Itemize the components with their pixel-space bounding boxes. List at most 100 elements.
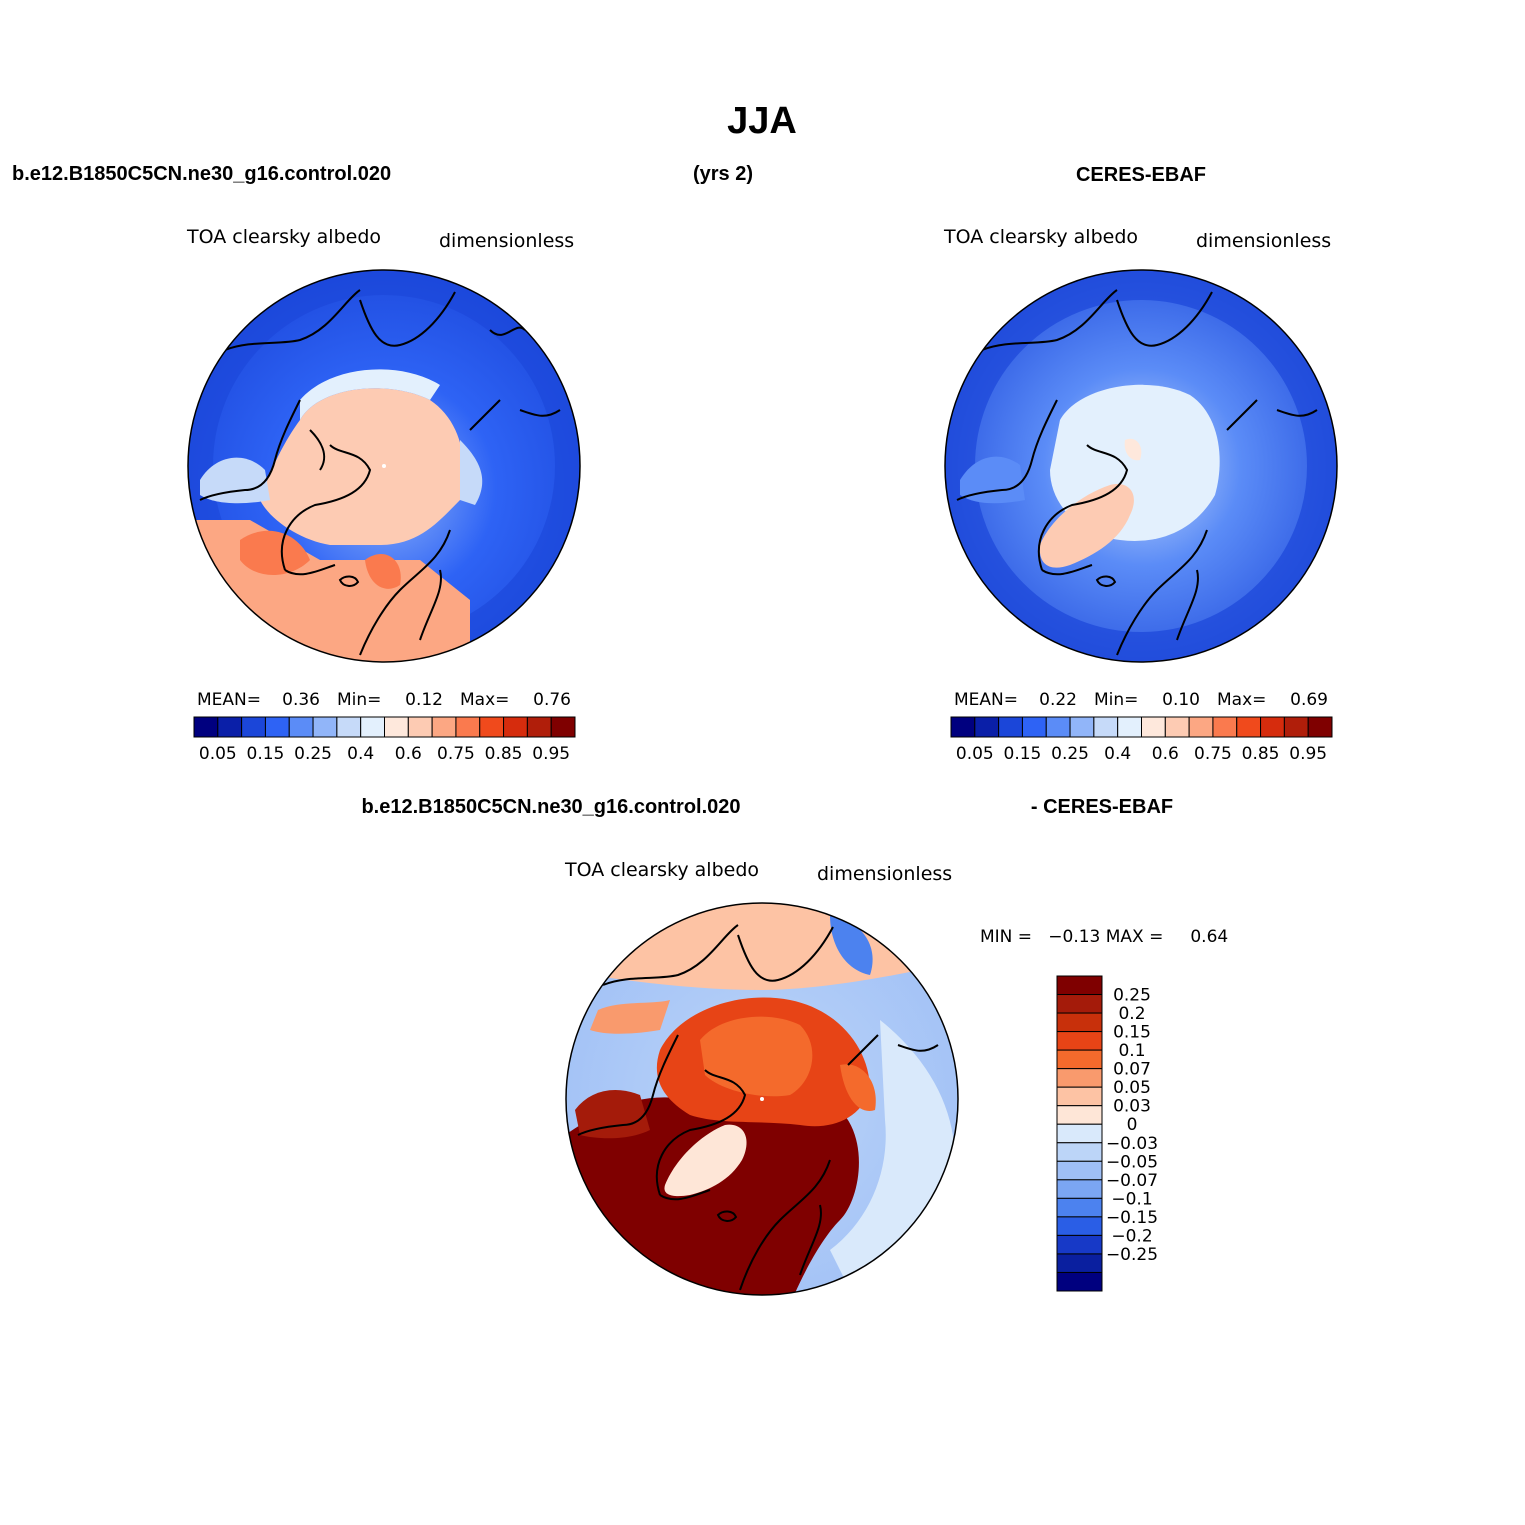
obs-colorbar-swatch xyxy=(1069,716,1095,738)
obs-colorbar-tick-label: 0.4 xyxy=(1104,744,1131,764)
obs-colorbar-tick-label: 0.85 xyxy=(1242,744,1280,764)
diff-colorbar-swatch xyxy=(1056,1031,1103,1051)
model-colorbar-tick-label: 0.15 xyxy=(247,744,285,764)
model-colorbar-swatch xyxy=(336,716,362,738)
obs-polar-map xyxy=(945,270,1337,662)
obs-colorbar-tick-label: 0.75 xyxy=(1194,744,1232,764)
model-max-label: Max= xyxy=(460,690,509,710)
model-min-label: Min= xyxy=(337,690,381,710)
model-mean-label: MEAN= xyxy=(197,690,261,710)
model-units-label: dimensionless xyxy=(439,230,574,252)
model-colorbar-swatch xyxy=(479,716,505,738)
obs-colorbar-swatch xyxy=(1045,716,1071,738)
diff-colorbar-swatch xyxy=(1056,1216,1103,1236)
obs-colorbar-swatch xyxy=(1188,716,1214,738)
diff-colorbar-swatch xyxy=(1056,1012,1103,1033)
diff-colorbar-swatch xyxy=(1056,1068,1103,1088)
obs-colorbar-tick-label: 0.95 xyxy=(1289,744,1327,764)
obs-colorbar-swatch xyxy=(974,716,1000,738)
diff-colorbar-swatch xyxy=(1056,1105,1103,1125)
diff-minmax: MIN = −0.13 MAX = 0.64 xyxy=(980,927,1228,947)
model-colorbar-swatch xyxy=(264,716,290,738)
obs-min-label: Min= xyxy=(1094,690,1138,710)
diff-colorbar-tick-label: 0.1 xyxy=(1118,1041,1145,1061)
diff-case-name: b.e12.B1850C5CN.ne30_g16.control.020 xyxy=(361,796,740,818)
diff-colorbar-tick-label: 0.05 xyxy=(1113,1078,1151,1098)
model-max-value: 0.76 xyxy=(533,690,571,710)
diff-colorbar-tick-label: −0.1 xyxy=(1111,1189,1152,1209)
model-min-value: 0.12 xyxy=(405,690,443,710)
obs-colorbar-swatch xyxy=(950,716,976,738)
model-polar-map xyxy=(188,270,580,662)
diff-variable-label: TOA clearsky albedo xyxy=(564,859,759,881)
obs-min-value: 0.10 xyxy=(1162,690,1200,710)
model-colorbar-swatch xyxy=(503,716,528,738)
diff-colorbar-swatch xyxy=(1056,1234,1103,1255)
diff-colorbar-swatch xyxy=(1056,994,1103,1014)
obs-colorbar-tick-label: 0.6 xyxy=(1152,744,1179,764)
diff-colorbar-swatch xyxy=(1056,1049,1103,1070)
model-colorbar-labels: 0.05 0.15 0.25 0.4 0.6 0.75 0.85 0.95 xyxy=(199,744,570,764)
diff-colorbar-tick-label: −0.15 xyxy=(1106,1208,1158,1228)
diff-colorbar-tick-label: 0 xyxy=(1127,1115,1138,1135)
model-colorbar-swatch xyxy=(312,716,338,738)
obs-colorbar-labels: 0.05 0.15 0.25 0.4 0.6 0.75 0.85 0.95 xyxy=(956,744,1327,764)
obs-colorbar-tick-label: 0.05 xyxy=(956,744,994,764)
diff-colorbar-tick-label: −0.05 xyxy=(1106,1152,1158,1172)
years-label: (yrs 2) xyxy=(693,163,753,185)
model-colorbar xyxy=(193,716,576,738)
obs-colorbar-swatch xyxy=(998,716,1023,738)
obs-panel: TOA clearsky albedo dimensionless xyxy=(943,226,1338,764)
model-stats: MEAN= 0.36 Min= 0.12 Max= 0.76 xyxy=(197,690,571,710)
model-colorbar-swatch xyxy=(431,716,457,738)
obs-map-border xyxy=(944,269,1338,663)
diff-colorbar-tick-label: −0.07 xyxy=(1106,1171,1158,1191)
diff-colorbar-tick-label: −0.03 xyxy=(1106,1134,1158,1154)
diff-colorbar-swatch xyxy=(1056,1142,1103,1162)
model-colorbar-swatch xyxy=(288,716,314,738)
obs-colorbar-swatch xyxy=(1236,716,1262,738)
model-colorbar-swatch xyxy=(455,716,481,738)
diff-colorbar-swatch xyxy=(1056,1197,1103,1218)
diff-colorbar-swatch xyxy=(1056,1271,1103,1292)
figure-title: JJA xyxy=(727,100,797,142)
model-colorbar-tick-label: 0.6 xyxy=(395,744,422,764)
model-colorbar-swatch xyxy=(384,716,409,738)
obs-name: CERES-EBAF xyxy=(1076,164,1206,186)
obs-colorbar-swatch xyxy=(1307,716,1333,738)
obs-variable-label: TOA clearsky albedo xyxy=(943,226,1138,248)
obs-max-value: 0.69 xyxy=(1290,690,1328,710)
diff-panel: TOA clearsky albedo dimensionless xyxy=(564,859,1228,1296)
model-colorbar-swatch xyxy=(550,716,576,738)
obs-colorbar-swatch xyxy=(1117,716,1142,738)
diff-colorbar-swatch xyxy=(1056,1253,1103,1273)
obs-colorbar-swatch xyxy=(1283,716,1309,738)
diff-colorbar-swatch xyxy=(1056,1086,1103,1107)
obs-colorbar-swatch xyxy=(1021,716,1047,738)
model-map-border xyxy=(187,269,581,663)
obs-colorbar-swatch xyxy=(1260,716,1285,738)
diff-colorbar-tick-label: 0.15 xyxy=(1113,1023,1151,1043)
diff-colorbar-tick-label: −0.2 xyxy=(1111,1226,1152,1246)
model-colorbar-tick-label: 0.4 xyxy=(347,744,374,764)
diff-colorbar-labels: 0.250.20.150.10.070.050.030−0.03−0.05−0.… xyxy=(1106,986,1158,1265)
diff-polar-map xyxy=(566,903,958,1295)
model-mean-value: 0.36 xyxy=(282,690,320,710)
obs-colorbar-swatch xyxy=(1093,716,1119,738)
model-colorbar-tick-label: 0.85 xyxy=(485,744,523,764)
model-colorbar-swatch xyxy=(360,716,385,738)
obs-colorbar-swatch xyxy=(1212,716,1238,738)
case-name: b.e12.B1850C5CN.ne30_g16.control.020 xyxy=(12,163,391,185)
obs-mean-value: 0.22 xyxy=(1039,690,1077,710)
obs-colorbar xyxy=(950,716,1333,738)
diff-colorbar-tick-label: −0.25 xyxy=(1106,1245,1158,1265)
obs-colorbar-swatch xyxy=(1164,716,1190,738)
obs-colorbar-swatch xyxy=(1141,716,1166,738)
obs-colorbar-tick-label: 0.15 xyxy=(1004,744,1042,764)
model-variable-label: TOA clearsky albedo xyxy=(186,226,381,248)
diff-colorbar-swatch xyxy=(1056,975,1103,996)
model-colorbar-swatch xyxy=(407,716,433,738)
diff-colorbar xyxy=(1056,975,1103,1292)
model-colorbar-tick-label: 0.25 xyxy=(294,744,332,764)
